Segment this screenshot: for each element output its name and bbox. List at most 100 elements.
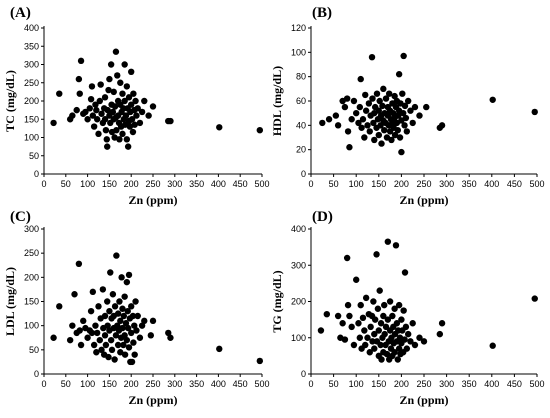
x-tick-label: 500 <box>254 179 269 189</box>
data-point <box>93 106 100 114</box>
data-point <box>391 92 398 100</box>
data-point <box>121 61 128 68</box>
data-point <box>105 353 112 361</box>
data-point <box>391 305 398 312</box>
y-tick-label: 350 <box>24 41 39 51</box>
x-tick-label: 0 <box>41 379 46 389</box>
data-point <box>165 329 172 337</box>
data-point <box>398 316 405 323</box>
data-point <box>113 127 120 134</box>
data-point <box>423 103 430 111</box>
data-point <box>50 119 57 127</box>
data-point <box>356 103 364 111</box>
data-point <box>353 276 360 283</box>
data-point <box>344 301 352 309</box>
y-tick-label: 400 <box>291 224 306 234</box>
data-point <box>87 307 95 315</box>
data-point <box>96 97 104 105</box>
data-point <box>323 310 331 318</box>
data-point <box>325 116 333 123</box>
data-point <box>489 342 496 349</box>
data-point <box>124 324 132 332</box>
data-point <box>119 90 126 97</box>
x-tick-label: 400 <box>211 379 226 389</box>
scatter-panel: (C) 0 50 100 150 200 250 300 350 400 450 500 0 50 100 1… <box>3 209 270 407</box>
data-point <box>133 112 140 119</box>
data-point <box>391 349 398 356</box>
x-tick-label: 500 <box>529 179 544 189</box>
data-point <box>134 312 141 320</box>
y-tick-label: 100 <box>291 47 306 57</box>
data-point <box>346 312 353 320</box>
data-point <box>370 298 377 305</box>
data-point <box>381 330 388 338</box>
y-tick-label: 150 <box>24 297 39 307</box>
data-point <box>420 338 428 345</box>
data-point <box>114 72 121 79</box>
data-point <box>90 123 98 130</box>
y-axis-title: LDL (mg/dL) <box>3 267 17 336</box>
y-tick-label: 100 <box>24 133 39 143</box>
data-point <box>364 122 371 129</box>
data-point <box>350 97 358 105</box>
data-point <box>346 144 353 151</box>
data-point <box>167 117 174 125</box>
data-point <box>123 83 131 90</box>
data-point <box>125 271 133 279</box>
data-point <box>93 116 101 123</box>
x-tick-label: 450 <box>233 179 248 189</box>
data-point <box>256 357 264 365</box>
data-point <box>344 128 352 135</box>
data-point <box>119 324 126 332</box>
data-point <box>395 71 403 78</box>
data-point <box>377 320 385 327</box>
data-point <box>256 127 264 134</box>
data-point <box>117 317 124 325</box>
data-point <box>132 298 139 305</box>
data-point <box>128 303 135 310</box>
data-point <box>77 57 85 65</box>
data-point <box>362 107 370 114</box>
data-point <box>355 320 362 327</box>
data-point <box>89 112 97 119</box>
data-point <box>50 334 57 341</box>
data-point <box>369 338 376 345</box>
data-point <box>361 134 368 141</box>
data-point <box>103 136 110 143</box>
data-point <box>98 346 105 354</box>
x-tick-label: 450 <box>233 379 248 389</box>
data-point <box>356 334 364 341</box>
data-point <box>96 336 104 344</box>
data-point <box>88 83 96 90</box>
data-point <box>380 85 387 93</box>
data-point <box>409 119 416 127</box>
scatter-panel: (B) 0 50 100 150 200 250 300 350 400 450 500 0 20 40 60… <box>270 5 545 207</box>
x-tick-label: 500 <box>529 379 544 389</box>
data-point <box>82 108 89 116</box>
x-axis-title: Zn (ppm) <box>128 193 177 207</box>
x-tick-label: 150 <box>102 379 117 389</box>
data-point <box>133 327 140 334</box>
x-tick-label: 300 <box>167 379 182 389</box>
data-point <box>129 128 137 136</box>
data-point <box>355 119 362 127</box>
panel-label: (C) <box>10 209 31 225</box>
x-tick-label: 400 <box>211 179 226 189</box>
data-point <box>107 336 115 344</box>
data-point <box>489 96 496 103</box>
data-point <box>124 143 132 150</box>
data-point <box>362 341 369 349</box>
y-tick-label: 300 <box>24 224 39 234</box>
data-point <box>403 128 411 135</box>
data-point <box>122 112 130 119</box>
data-point <box>56 303 63 310</box>
x-tick-label: 400 <box>484 179 499 189</box>
x-tick-label: 350 <box>189 179 204 189</box>
data-point <box>138 108 146 116</box>
data-point <box>334 122 342 129</box>
data-point <box>84 334 91 341</box>
y-tick-label: 200 <box>24 96 39 106</box>
data-point <box>69 112 76 119</box>
y-tick-label: 250 <box>24 78 39 88</box>
